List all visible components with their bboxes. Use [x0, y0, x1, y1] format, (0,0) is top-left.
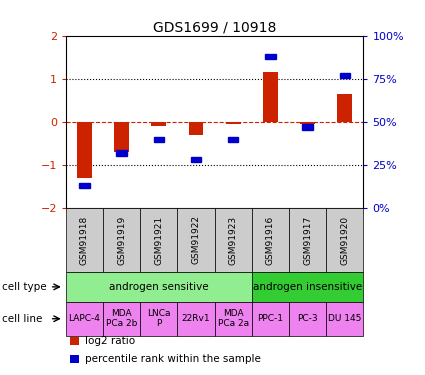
Text: GSM91917: GSM91917: [303, 215, 312, 265]
Text: LNCa
P: LNCa P: [147, 309, 170, 328]
Text: 22Rv1: 22Rv1: [182, 314, 210, 323]
Text: log2 ratio: log2 ratio: [85, 336, 135, 346]
Text: cell type: cell type: [2, 282, 47, 292]
Text: androgen insensitive: androgen insensitive: [253, 282, 362, 292]
Bar: [191, 157, 201, 162]
Text: GSM91923: GSM91923: [229, 215, 238, 265]
Text: GSM91918: GSM91918: [80, 215, 89, 265]
Bar: [189, 122, 204, 135]
Bar: [303, 124, 313, 130]
Text: GSM91919: GSM91919: [117, 215, 126, 265]
Bar: [77, 122, 92, 178]
Text: DU 145: DU 145: [328, 314, 362, 323]
Bar: [263, 72, 278, 122]
Text: androgen sensitive: androgen sensitive: [109, 282, 209, 292]
Text: GSM91921: GSM91921: [154, 215, 163, 265]
Bar: [114, 122, 129, 152]
Bar: [265, 54, 276, 59]
Text: GSM91916: GSM91916: [266, 215, 275, 265]
Bar: [300, 122, 315, 124]
Bar: [226, 122, 241, 124]
Text: GSM91922: GSM91922: [192, 216, 201, 264]
Text: MDA
PCa 2b: MDA PCa 2b: [106, 309, 137, 328]
Bar: [228, 136, 238, 142]
Text: cell line: cell line: [2, 314, 42, 324]
Text: GSM91920: GSM91920: [340, 215, 349, 265]
Text: percentile rank within the sample: percentile rank within the sample: [85, 354, 261, 364]
Bar: [340, 73, 350, 78]
Bar: [337, 94, 352, 122]
Bar: [151, 122, 166, 126]
Text: PC-3: PC-3: [297, 314, 318, 323]
Text: PPC-1: PPC-1: [258, 314, 283, 323]
Text: LAPC-4: LAPC-4: [68, 314, 100, 323]
Bar: [116, 150, 127, 156]
Bar: [79, 183, 90, 188]
Bar: [153, 136, 164, 142]
Text: MDA
PCa 2a: MDA PCa 2a: [218, 309, 249, 328]
Title: GDS1699 / 10918: GDS1699 / 10918: [153, 21, 276, 34]
